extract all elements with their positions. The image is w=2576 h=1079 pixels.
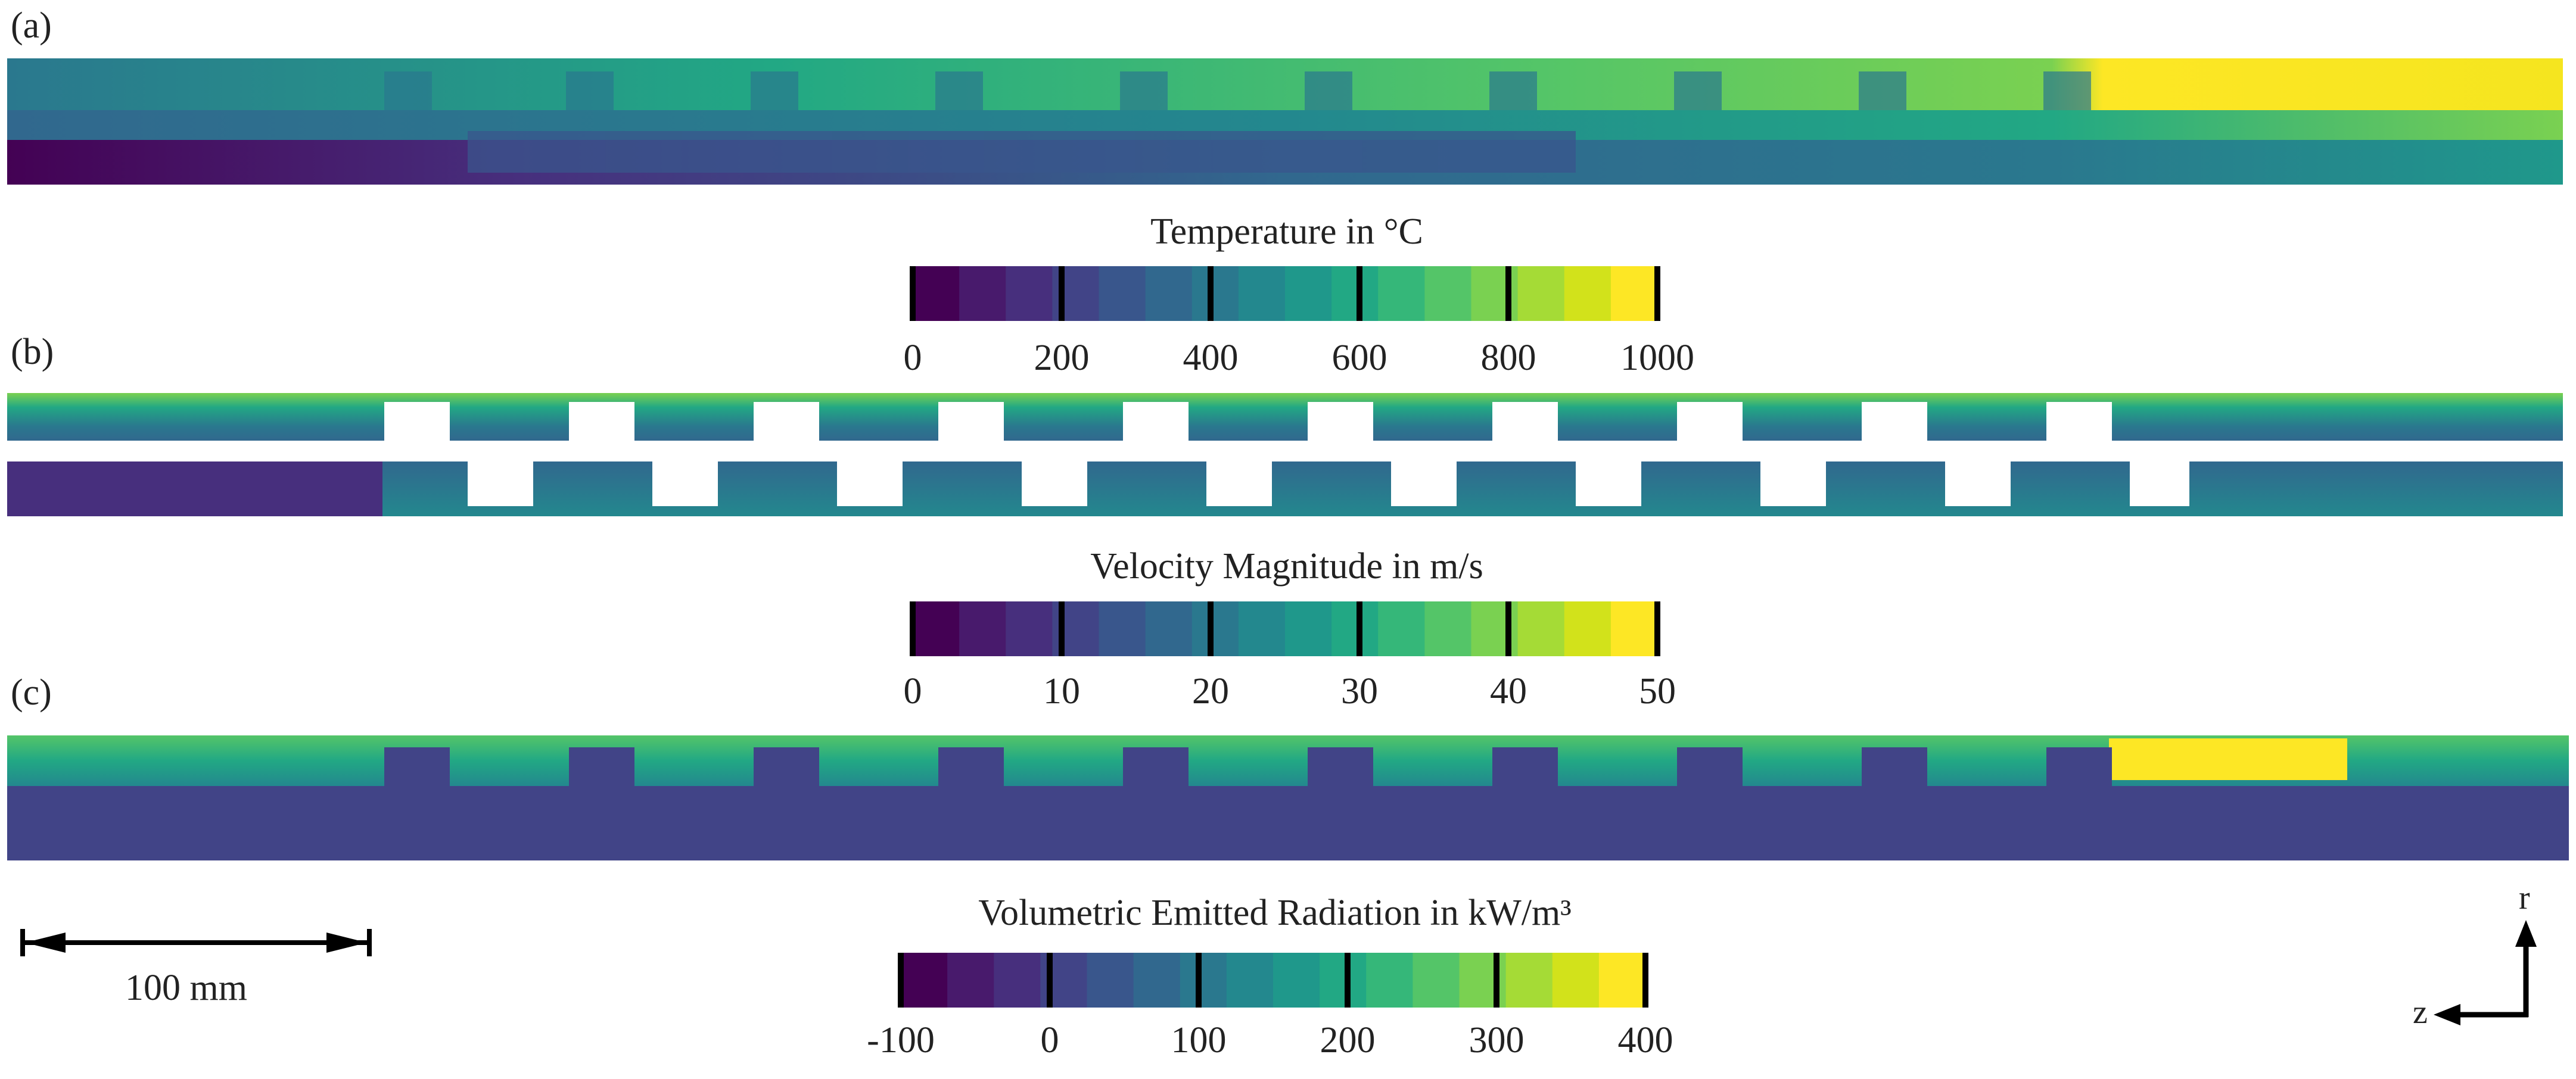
colorbar-segment: [1006, 601, 1053, 656]
r-axis-label: r: [2519, 880, 2530, 916]
colorbar-segment: [1505, 953, 1553, 1008]
colorbar-segment: [1517, 266, 1565, 321]
colorbar-segment: [1366, 953, 1413, 1008]
tick-label: 400: [1617, 1020, 1673, 1061]
colorbar-segment: [901, 953, 948, 1008]
panel-a-lower-fins: [468, 131, 1576, 173]
scale-bar: [20, 929, 372, 956]
r-axis-arrow: [2515, 920, 2537, 947]
tick-label: 800: [1480, 338, 1536, 378]
colorbar-segment: [994, 953, 1041, 1008]
tick-label: 400: [1183, 338, 1239, 378]
coordinate-axes: [2434, 920, 2537, 1025]
tick-label: 50: [1639, 671, 1676, 712]
colorbar-segment: [1424, 601, 1472, 656]
colorbar-segment: [1180, 953, 1227, 1008]
colorbar-segment: [1238, 266, 1286, 321]
colorbar-segment: [1285, 601, 1332, 656]
colorbar-segment: [1133, 953, 1181, 1008]
colorbar-title-velocity: Velocity Magnitude in m/s: [1090, 546, 1483, 587]
tick-label: 40: [1490, 671, 1527, 712]
colorbar-segment: [1006, 266, 1053, 321]
scale-bar-right-arrow: [326, 933, 367, 953]
panel-c-fins: [384, 747, 2112, 789]
colorbar-segment: [959, 601, 1006, 656]
colorbar-segment: [1191, 266, 1239, 321]
tick-label: 200: [1320, 1020, 1376, 1061]
tick-label: 300: [1469, 1020, 1525, 1061]
colorbar-segment: [1413, 953, 1460, 1008]
colorbar-segment: [1610, 266, 1658, 321]
panel-c-hot-zone: [2109, 738, 2347, 780]
colorbar-segment: [1331, 266, 1379, 321]
colorbar-title-temperature: Temperature in °C: [1150, 211, 1423, 252]
colorbar-segment: [1564, 601, 1611, 656]
scale-bar-left-arrow: [25, 933, 66, 953]
colorbar-segment: [1378, 601, 1425, 656]
colorbar-segment: [1378, 266, 1425, 321]
tick-label: 30: [1341, 671, 1378, 712]
colorbar-segment: [913, 601, 960, 656]
colorbar-segment: [959, 266, 1006, 321]
panel-label-c: (c): [11, 672, 52, 713]
colorbar-segment: [1145, 266, 1193, 321]
colorbar-segment: [947, 953, 994, 1008]
panel-label-a: (a): [11, 5, 52, 46]
colorbar-segment: [1145, 601, 1193, 656]
colorbar-segment: [1226, 953, 1274, 1008]
colorbar-segment: [1099, 601, 1146, 656]
colorbar-segment: [1191, 601, 1239, 656]
z-axis-arrow: [2434, 1004, 2460, 1025]
colorbar-segment: [1331, 601, 1379, 656]
colorbar-segment: [1552, 953, 1600, 1008]
panel-a-upper-region: [7, 58, 2563, 113]
colorbar-segment: [1610, 601, 1658, 656]
colorbar-radiation: [898, 953, 1648, 1008]
colorbar-segment: [1285, 266, 1332, 321]
panel-a-fins: [384, 71, 2091, 110]
colorbar-velocity: [910, 601, 1660, 656]
colorbar-segment: [1273, 953, 1320, 1008]
tick-label: 0: [903, 338, 922, 378]
panel-b-contour: [7, 393, 2563, 516]
tick-label: 600: [1331, 338, 1387, 378]
colorbar-segment: [1320, 953, 1367, 1008]
colorbar-segment: [913, 266, 960, 321]
colorbar-segment: [1598, 953, 1646, 1008]
panel-label-b: (b): [11, 332, 54, 372]
panel-b-inlet-region: [7, 461, 382, 516]
colorbar-segment: [1517, 601, 1565, 656]
tick-label: 0: [903, 671, 922, 712]
colorbar-segment: [1424, 266, 1472, 321]
colorbar-title-radiation: Volumetric Emitted Radiation in kW/m³: [978, 893, 1572, 933]
z-axis-label: z: [2413, 994, 2428, 1031]
panel-b-fin-gaps: [384, 402, 2189, 506]
panel-a-contour: [7, 58, 2563, 185]
scale-bar-label: 100 mm: [125, 968, 247, 1008]
panel-c-contour: [7, 735, 2569, 860]
colorbar-segment: [1087, 953, 1134, 1008]
tick-label: 200: [1034, 338, 1090, 378]
tick-label: 20: [1192, 671, 1229, 712]
tick-label: -100: [867, 1020, 935, 1061]
tick-label: 0: [1040, 1020, 1059, 1061]
colorbar-temperature: [910, 266, 1660, 321]
colorbar-segment: [1564, 266, 1611, 321]
tick-label: 10: [1043, 671, 1080, 712]
tick-label: 100: [1171, 1020, 1227, 1061]
colorbar-segment: [1099, 266, 1146, 321]
colorbar-segment: [1238, 601, 1286, 656]
tick-label: 1000: [1620, 338, 1694, 378]
